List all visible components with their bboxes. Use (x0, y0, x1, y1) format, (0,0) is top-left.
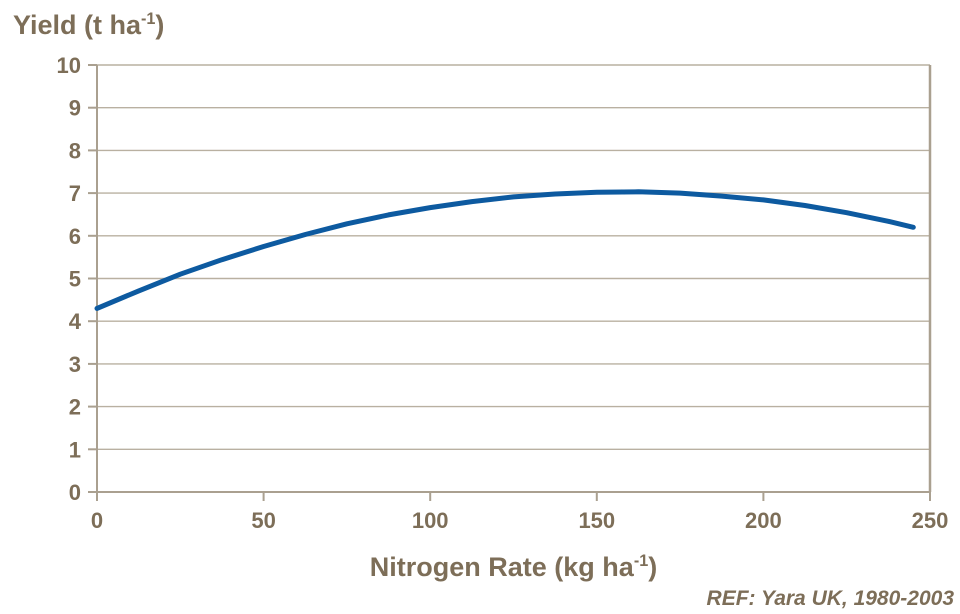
y-axis-title-superscript: -1 (141, 10, 156, 28)
x-tick-label: 250 (912, 508, 949, 533)
y-tick-label: 2 (69, 395, 81, 420)
y-tick-label: 6 (69, 224, 81, 249)
x-axis-title: Nitrogen Rate (kg ha-1) (97, 552, 930, 583)
x-tick-label: 0 (91, 508, 103, 533)
x-axis-title-superscript: -1 (633, 552, 649, 570)
y-tick-label: 4 (69, 309, 82, 334)
y-tick-label: 5 (69, 267, 81, 292)
x-axis-title-text: Nitrogen Rate (kg ha (369, 552, 634, 582)
reference-note: REF: Yara UK, 1980-2003 (706, 587, 954, 610)
y-tick-label: 9 (69, 96, 81, 121)
y-tick-label: 8 (69, 138, 81, 163)
x-tick-label: 50 (251, 508, 275, 533)
x-tick-label: 100 (412, 508, 449, 533)
y-tick-label: 3 (69, 352, 81, 377)
y-tick-label: 1 (69, 437, 81, 462)
y-axis-title: Yield (t ha-1) (13, 10, 164, 41)
x-tick-label: 200 (745, 508, 782, 533)
y-tick-label: 0 (69, 480, 81, 505)
x-tick-label: 150 (578, 508, 615, 533)
y-tick-label: 7 (69, 181, 81, 206)
y-tick-label: 10 (57, 53, 81, 78)
x-axis-title-close: ) (648, 552, 658, 582)
y-axis-title-text: Yield (t ha (13, 10, 142, 40)
yield-curve (94, 189, 916, 311)
y-axis-title-close: ) (155, 10, 165, 40)
